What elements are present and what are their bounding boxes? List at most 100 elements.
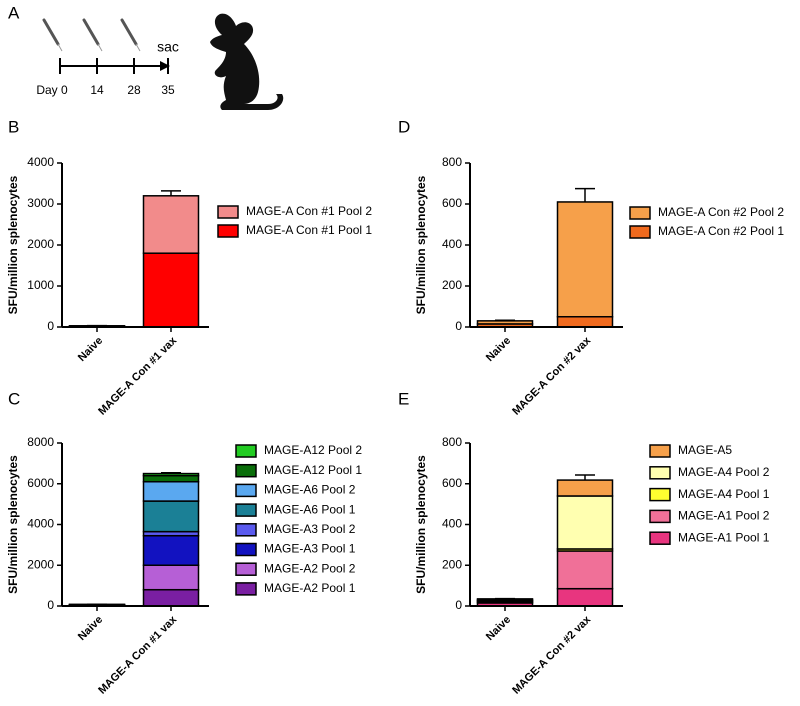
- y-tick-label: 600: [442, 196, 462, 210]
- legend-label: MAGE-A4 Pool 1: [678, 487, 770, 501]
- day-label: 14: [90, 83, 104, 97]
- legend-label: MAGE-A6 Pool 1: [264, 502, 356, 516]
- y-tick-label: 3000: [27, 196, 54, 210]
- y-axis-title: SFU/million splenocytes: [6, 175, 20, 314]
- legend-label: MAGE-A Con #1 Pool 1: [246, 223, 372, 237]
- timeline: [59, 58, 169, 74]
- y-tick-label: 2000: [27, 237, 54, 251]
- bar-segment: [556, 316, 614, 328]
- legend-label: MAGE-A1 Pool 2: [678, 509, 770, 523]
- bar-segment: [142, 480, 200, 502]
- legend-swatch: [235, 463, 257, 478]
- legend-swatch: [235, 444, 257, 458]
- legend-label: MAGE-A3 Pool 2: [264, 522, 356, 536]
- legend-label: MAGE-A12 Pool 2: [264, 443, 362, 457]
- y-tick-label: 0: [47, 319, 54, 333]
- legend-swatch: [217, 224, 239, 238]
- y-tick-label: 0: [455, 598, 462, 612]
- bar-segment: [142, 534, 200, 566]
- error-bar: [161, 190, 181, 196]
- bar-segment: [142, 500, 200, 533]
- bar-segment: [556, 587, 614, 607]
- x-tick-label: Naive: [76, 614, 105, 643]
- y-tick-label: 800: [442, 155, 462, 169]
- legend-swatch: [235, 503, 257, 517]
- legend-swatch: [235, 582, 257, 596]
- legend-swatch: [649, 487, 671, 502]
- legend-swatch: [235, 542, 257, 557]
- x-tick-label: Naive: [484, 335, 513, 364]
- error-bar: [495, 319, 515, 321]
- legend-swatch: [649, 466, 671, 480]
- bar-segment: [556, 479, 614, 497]
- x-tick-label: MAGE-A Con #2 vax: [510, 613, 594, 697]
- y-tick-label: 400: [442, 237, 462, 251]
- error-bar: [575, 187, 595, 202]
- bar-segment: [142, 252, 200, 328]
- legend-swatch: [649, 531, 671, 545]
- y-tick-label: 800: [442, 435, 462, 449]
- syringes: [42, 18, 138, 46]
- legend-label: MAGE-A2 Pool 1: [264, 581, 356, 595]
- y-axis-title: SFU/million splenocytes: [414, 175, 428, 314]
- y-tick-label: 4000: [27, 517, 54, 531]
- y-tick-label: 400: [442, 517, 462, 531]
- panel-label: C: [8, 389, 20, 408]
- y-tick-label: 4000: [27, 155, 54, 169]
- panel-label: B: [8, 117, 19, 136]
- error-bar: [575, 474, 595, 481]
- bar-segment: [142, 474, 200, 483]
- bar-segment: [142, 472, 200, 477]
- y-tick-label: 6000: [27, 476, 54, 490]
- y-tick-label: 0: [455, 319, 462, 333]
- y-tick-label: 2000: [27, 557, 54, 571]
- y-tick-label: 200: [442, 278, 462, 292]
- bar-segment: [556, 550, 614, 590]
- panel-label: A: [8, 3, 20, 22]
- legend-label: MAGE-A2 Pool 2: [264, 561, 356, 575]
- legend-swatch: [217, 205, 239, 219]
- legend-label: MAGE-A3 Pool 1: [264, 542, 356, 556]
- sac-label: sac: [157, 39, 179, 55]
- mouse-icon: [210, 13, 284, 111]
- error-bar: [161, 471, 181, 474]
- legend-swatch: [629, 206, 651, 220]
- y-tick-label: 8000: [27, 435, 54, 449]
- panel-label: E: [398, 389, 409, 408]
- legend-label: MAGE-A12 Pool 1: [264, 463, 362, 477]
- legend-swatch: [235, 562, 257, 576]
- y-axis-title: SFU/million splenocytes: [6, 455, 20, 594]
- bar-segment: [142, 564, 200, 591]
- day-label: 35: [161, 83, 175, 97]
- y-tick-label: 200: [442, 557, 462, 571]
- bar-segment: [142, 195, 200, 254]
- x-tick-label: MAGE-A Con #1 vax: [96, 613, 180, 697]
- bar-segment: [556, 495, 614, 550]
- day-label: 28: [127, 83, 141, 97]
- legend-label: MAGE-A Con #1 Pool 2: [246, 204, 372, 218]
- legend-label: MAGE-A Con #2 Pool 2: [658, 205, 784, 219]
- x-tick-label: MAGE-A Con #1 vax: [96, 334, 180, 418]
- panel-label: D: [398, 117, 410, 136]
- legend-label: MAGE-A6 Pool 2: [264, 483, 356, 497]
- legend-swatch: [235, 523, 257, 537]
- x-tick-label: MAGE-A Con #2 vax: [510, 334, 594, 418]
- x-tick-label: Naive: [484, 614, 513, 643]
- y-tick-label: 1000: [27, 278, 54, 292]
- syringe-needles: [57, 43, 141, 52]
- legend-label: MAGE-A4 Pool 2: [678, 465, 770, 479]
- legend-swatch: [649, 444, 671, 458]
- day-label: Day 0: [36, 83, 68, 97]
- bar-segment: [142, 588, 200, 607]
- y-tick-label: 0: [47, 598, 54, 612]
- legend-swatch: [629, 225, 651, 239]
- legend-label: MAGE-A5: [678, 443, 732, 457]
- timeline-arrow: [160, 61, 170, 71]
- y-axis-title: SFU/million splenocytes: [414, 455, 428, 594]
- x-tick-label: Naive: [76, 335, 105, 364]
- legend-swatch: [649, 509, 671, 524]
- legend-label: MAGE-A Con #2 Pool 1: [658, 224, 784, 238]
- bar-segment: [476, 320, 534, 325]
- bar-segment: [556, 201, 614, 318]
